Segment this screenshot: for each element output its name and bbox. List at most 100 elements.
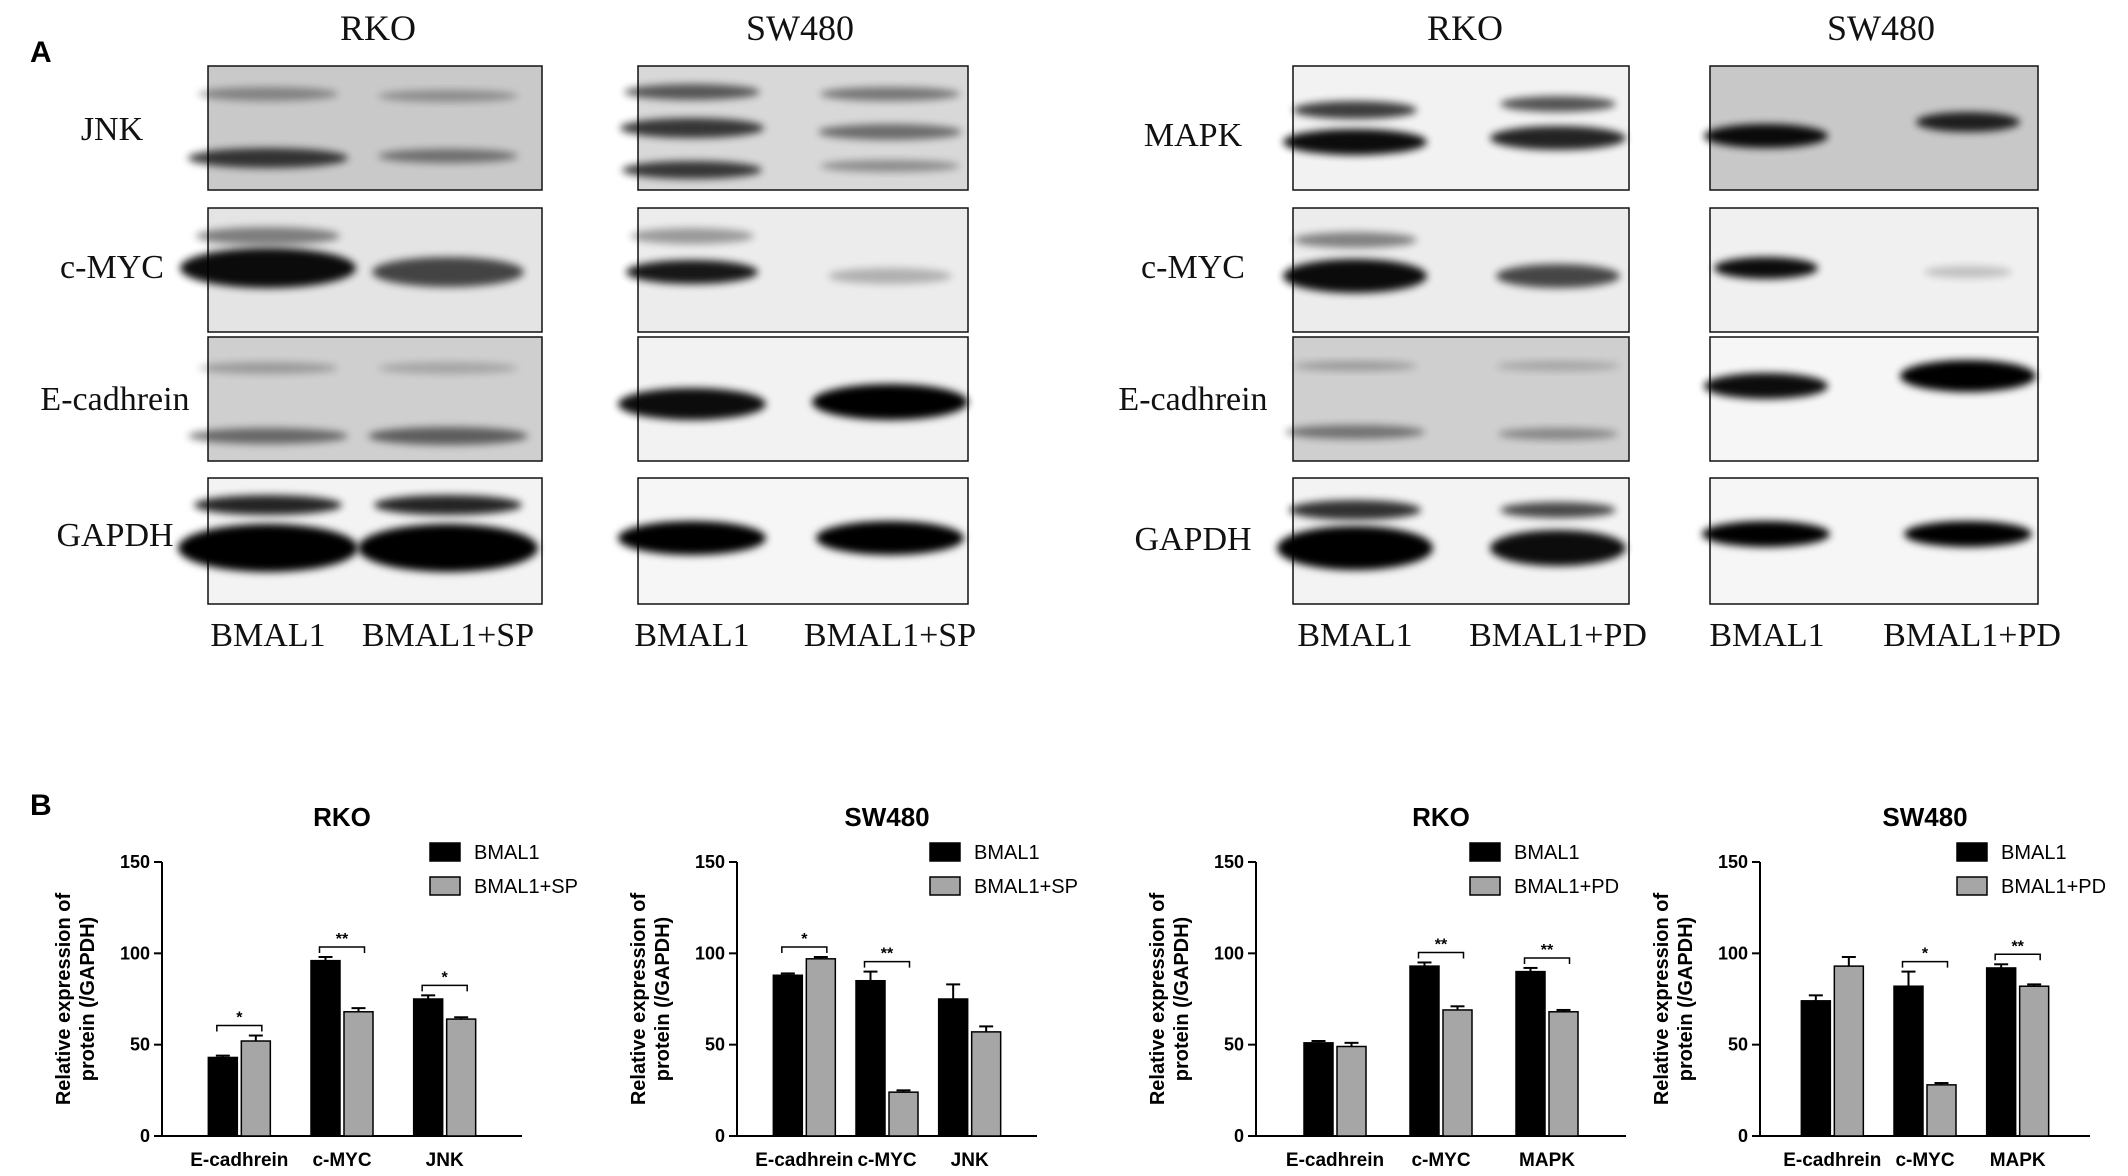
panel-a-label: A [30,36,52,69]
significance-bracket [421,984,468,992]
legend-label: BMAL1 [2001,842,2067,864]
significance-bracket [1523,957,1571,964]
y-axis-label: protein (/GAPDH) [652,917,674,1081]
significance-marker: * [1922,946,1929,963]
bar-bmal1 [1515,970,1546,1137]
blot-band [1496,361,1620,371]
blot-band [622,161,762,179]
blot-title-rko-right: RKO [1427,8,1503,48]
significance-bracket [1901,960,1949,968]
bar-bmal1-sp [445,1018,477,1137]
blot-box [188,336,543,462]
x-tick-label: JNK [951,1150,989,1171]
chart-title: RKO [313,802,371,832]
significance-marker: ** [1435,936,1448,953]
blot-box [626,207,969,333]
blot-band [1277,526,1433,570]
significance-bracket [863,960,911,968]
blot-band [194,495,342,515]
x-tick-label: c-MYC [1895,1150,1954,1171]
y-tick-label: 50 [1224,1035,1244,1055]
blot-box [180,207,543,333]
significance-marker: * [801,931,808,948]
blot-box [1283,207,1630,333]
x-tick-label: E-cadhrein [190,1150,288,1171]
bar-bmal1 [1985,967,2017,1137]
bar-bmal1 [772,974,804,1137]
significance-bracket [1417,951,1465,959]
legend-label: BMAL1+SP [474,876,578,898]
bar-bmal1-sp [970,1031,1002,1137]
y-axis-label: protein (/GAPDH) [77,917,99,1081]
blot-band [1714,257,1818,279]
blot-band [630,228,754,244]
blot-box [1704,65,2039,191]
blot-band [1496,264,1620,288]
blot-band [828,268,952,284]
x-tick-label: c-MYC [1411,1150,1470,1171]
y-tick-label: 0 [715,1126,725,1146]
legend-label: BMAL1 [474,842,540,864]
legend-swatch [929,842,961,862]
blot-box [188,65,543,191]
legend-swatch [1956,876,1988,896]
blot-band [1904,521,2032,547]
lane-label: BMAL1 [1297,617,1412,654]
western-blot-panel: RKO SW480 RKO SW480 JNK c-MYC E-cadhrein… [40,8,2061,654]
blot-box [1285,336,1630,462]
y-axis-label: Relative expression of [1651,893,1673,1106]
legend-label: BMAL1+SP [974,876,1078,898]
bar-bmal1-sp [343,1011,374,1137]
blot-frame [1709,336,2039,462]
blot-band [626,260,758,284]
significance-marker: ** [2011,938,2024,955]
y-tick-label: 150 [695,852,725,872]
blot-band [368,427,528,445]
blot-band [820,87,960,101]
blot-band [374,495,522,515]
blot-band [1490,530,1626,566]
legend-label: BMAL1 [974,842,1040,864]
lane-label: BMAL1 [1709,617,1824,654]
bar-bmal1-pd [1442,1009,1473,1137]
y-tick-label: 150 [120,852,150,872]
y-tick-label: 100 [695,943,725,963]
y-axis-label: Relative expression of [1147,893,1169,1106]
bar-chart: SW480 Relative expression of protein (/GAP… [628,802,1078,1171]
bar-bmal1-sp [888,1091,919,1137]
blot-band [1900,360,2036,392]
lane-label: BMAL1+PD [1469,617,1647,654]
x-tick-label: E-cadhrein [1783,1150,1881,1171]
x-tick-label: E-cadhrein [1286,1150,1384,1171]
significance-bracket [318,946,366,953]
blot-band [196,227,340,245]
bar-bmal1-pd [2018,985,2050,1137]
blot-band [818,124,962,140]
blot-band [372,257,524,287]
bar-bmal1-pd [1336,1045,1367,1137]
bar-chart: RKO Relative expression of protein (/GAPDH… [53,802,578,1171]
y-tick-label: 50 [130,1035,150,1055]
blot-band [1500,96,1616,112]
protein-label-ecad-right: E-cadhrein [1118,381,1267,418]
blot-title-sw480-right: SW480 [1827,8,1935,48]
chart-title: SW480 [1882,802,1967,832]
legend-swatch [929,876,961,896]
blot-box [1277,477,1630,605]
bar-chart: RKO Relative expression of protein (/GAPDH… [1147,802,1626,1171]
blot-band [188,428,348,444]
blot-band [1916,112,2020,132]
y-tick-label: 50 [705,1035,725,1055]
bar-bmal1 [207,1056,239,1137]
bar-chart: SW480 Relative expression of protein (/GAP… [1651,802,2106,1171]
protein-label-jnk: JNK [81,111,144,148]
blot-band [1293,361,1417,371]
blot-band [198,362,338,374]
y-axis-label: protein (/GAPDH) [1675,917,1697,1081]
y-tick-label: 150 [1718,852,1748,872]
blot-band [1498,428,1618,440]
blot-band [378,90,518,102]
protein-label-gapdh-left: GAPDH [56,517,173,554]
blot-band [820,160,960,172]
